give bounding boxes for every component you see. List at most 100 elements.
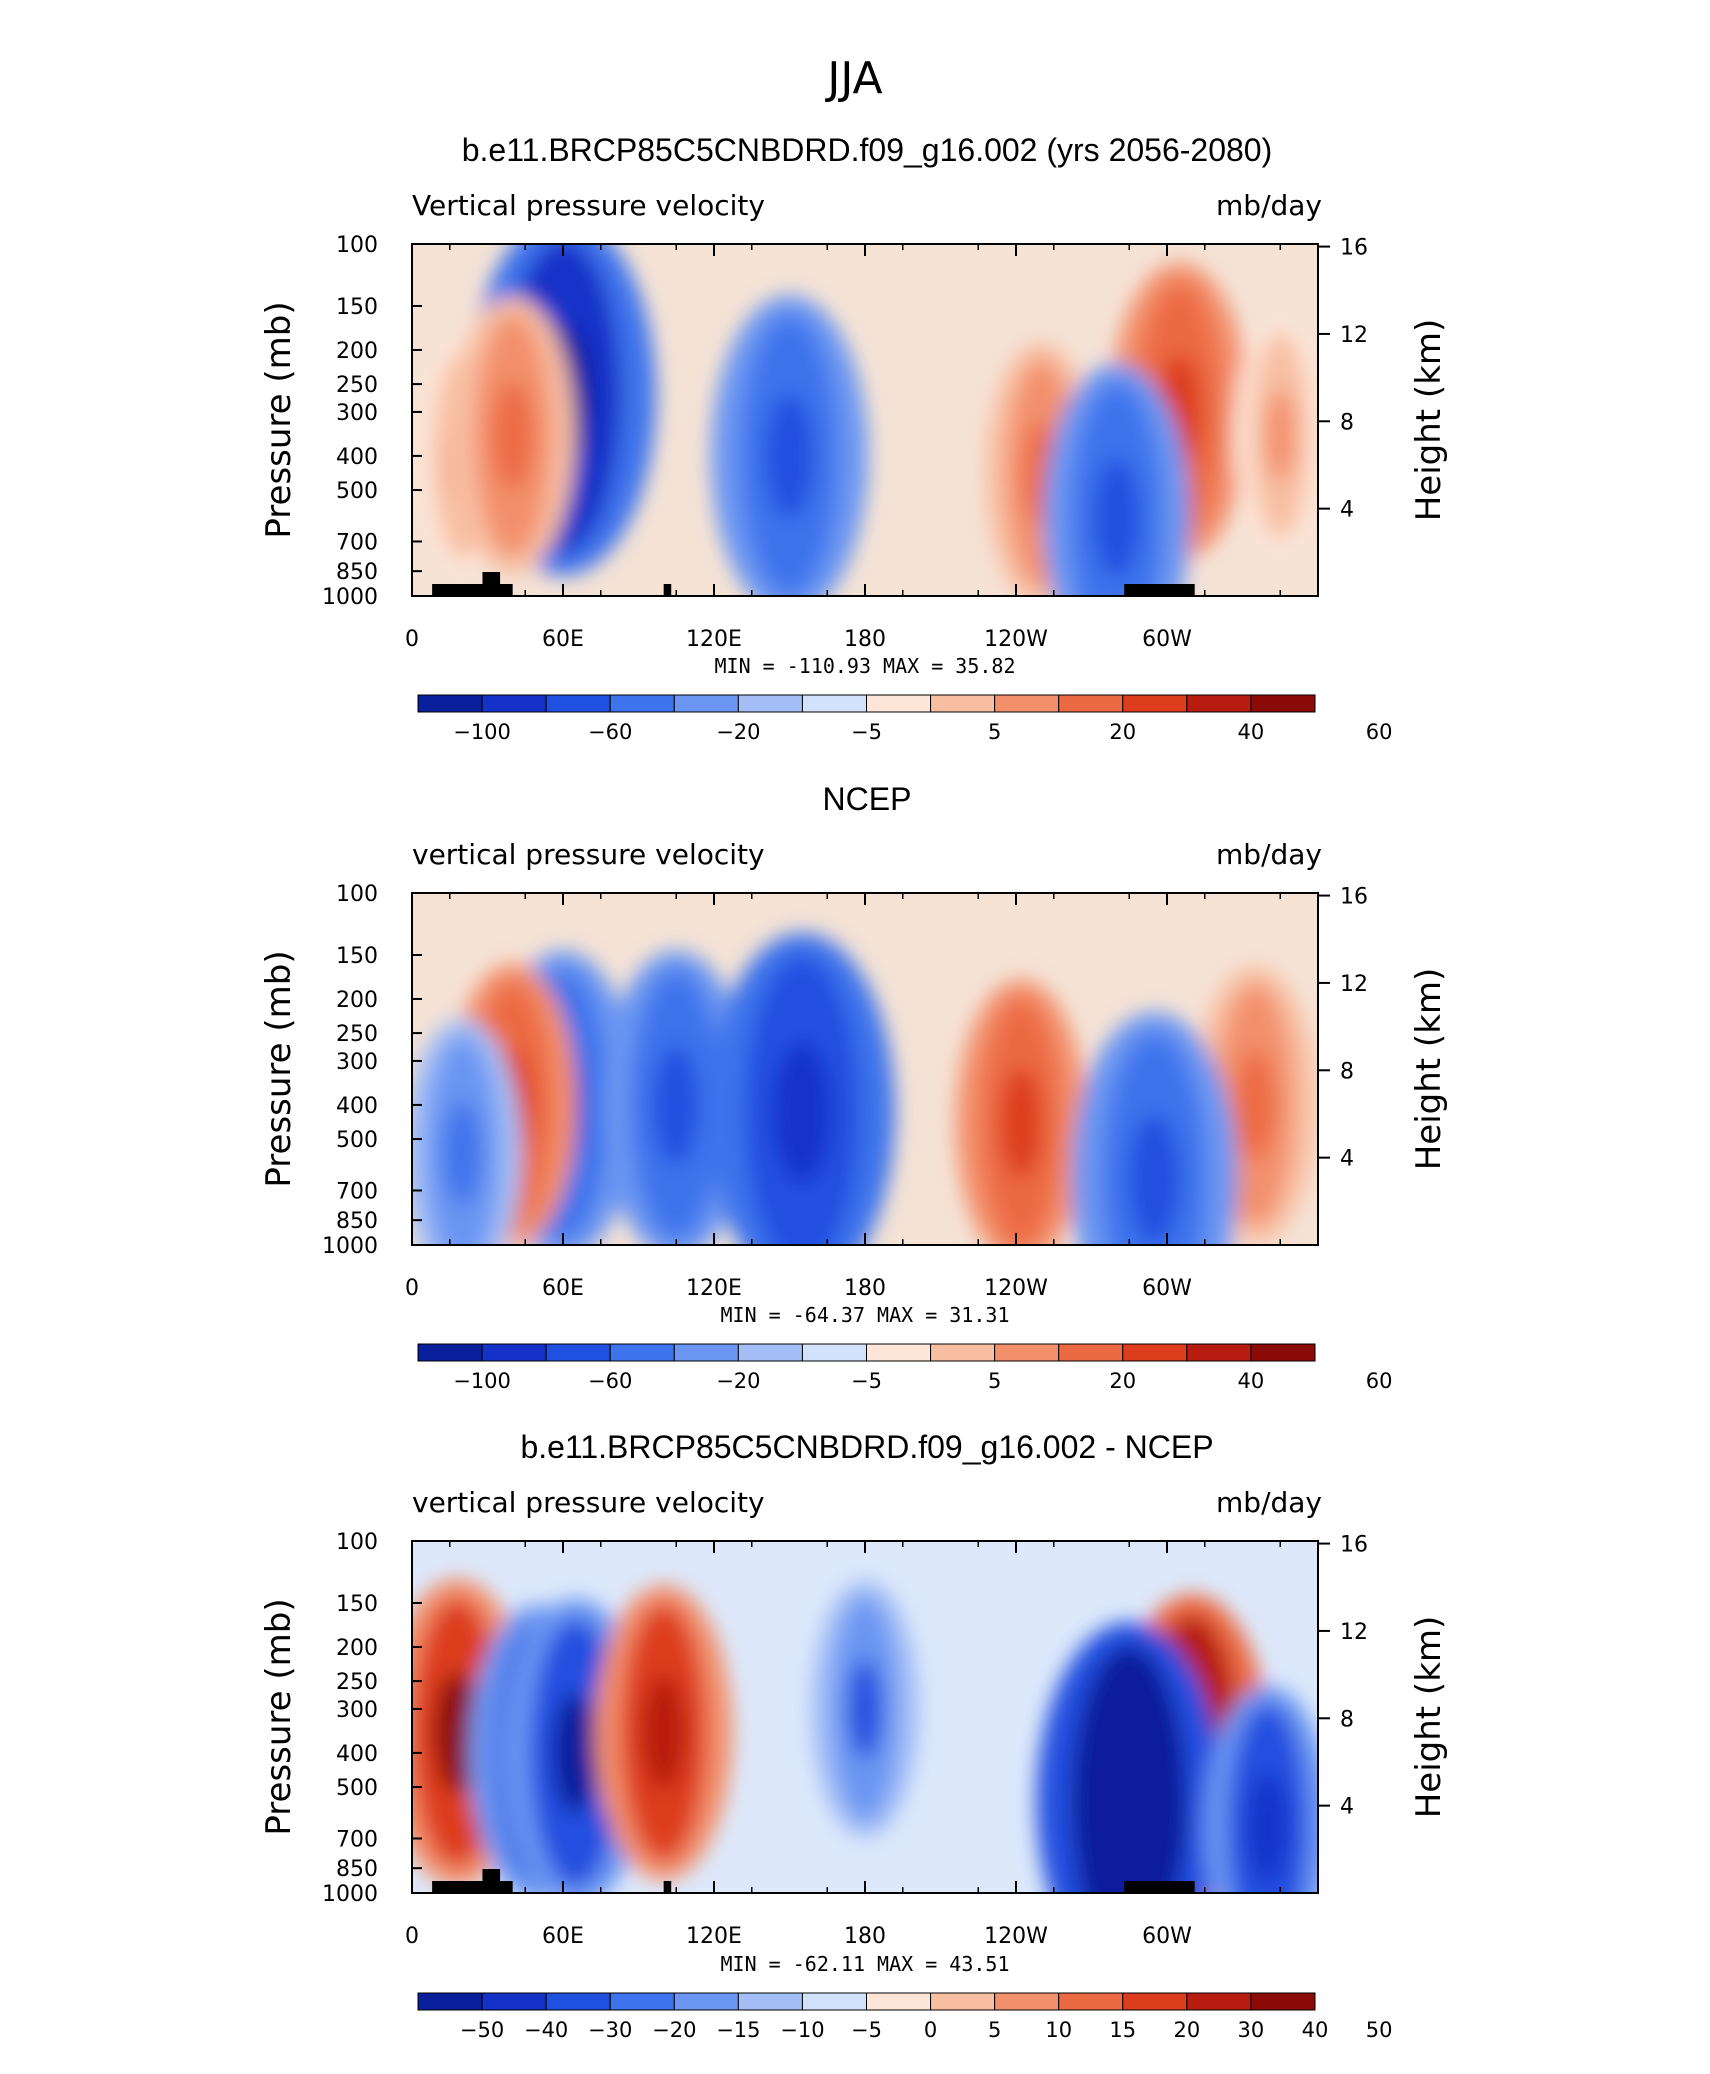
panel-3-title: b.e11.BRCP85C5CNBDRD.f09_g16.002 - NCEP	[520, 1429, 1213, 1465]
panel-2-title: NCEP	[823, 781, 912, 817]
panel-2-stats: MIN = -64.37 MAX = 31.31	[721, 1303, 1010, 1327]
lon-tick-label: 60W	[1142, 1924, 1192, 1949]
colorbar-segment	[417, 694, 483, 713]
height-tick-label: 12	[1340, 972, 1368, 997]
colorbar-segment	[930, 1343, 996, 1362]
pressure-tick-label: 100	[336, 1530, 378, 1555]
panel-3-units-label: mb/day	[1216, 1486, 1322, 1519]
colorbar-segment	[1058, 1992, 1124, 2011]
lon-tick-label: 120E	[686, 1924, 742, 1949]
colorbar-segment	[801, 694, 868, 713]
pressure-tick-label: 200	[336, 988, 378, 1013]
colorbar-label: 15	[1109, 2018, 1136, 2042]
pressure-tick-label: 150	[336, 1592, 378, 1617]
topography-island	[663, 1881, 672, 1893]
colorbar-segment	[1250, 1992, 1316, 2011]
colorbar-segment	[866, 1992, 932, 2011]
data-field-core	[773, 1042, 832, 1183]
colorbar-segment	[1250, 1343, 1316, 1362]
colorbar-label: 30	[1238, 2018, 1265, 2042]
data-field-core	[443, 1100, 481, 1207]
panel-1-stats: MIN = -110.93 MAX = 35.82	[714, 654, 1015, 678]
pressure-tick-label: 300	[336, 1698, 378, 1723]
colorbar-segment	[737, 1343, 803, 1362]
colorbar-segment	[737, 694, 803, 713]
colorbar-segment	[609, 1992, 675, 2011]
colorbar-label: 20	[1173, 2018, 1200, 2042]
colorbar-label: −100	[453, 1369, 511, 1393]
pressure-tick-label: 250	[336, 1022, 378, 1047]
colorbar-segment	[417, 1992, 483, 2011]
colorbar-segment	[930, 1992, 996, 2011]
height-tick-label: 12	[1340, 323, 1368, 348]
colorbar-segment	[417, 1343, 483, 1362]
data-field-core	[434, 1672, 481, 1793]
colorbar-label: 10	[1045, 2018, 1072, 2042]
data-field-core	[493, 381, 533, 490]
data-field-core	[552, 1692, 599, 1814]
panel-2-variable-label: vertical pressure velocity	[412, 838, 765, 871]
colorbar-segment	[1250, 694, 1316, 713]
colorbar-segment	[545, 1343, 611, 1362]
data-field-core	[848, 1658, 882, 1760]
colorbar-label: 40	[1238, 1369, 1265, 1393]
colorbar-segment	[1186, 1343, 1252, 1362]
colorbar-label: 60	[1366, 1369, 1393, 1393]
pressure-tick-label: 250	[336, 373, 378, 398]
colorbar-label: −15	[716, 2018, 760, 2042]
data-field-core	[1093, 457, 1140, 579]
pressure-tick-label: 300	[336, 1050, 378, 1075]
pressure-tick-label: 500	[336, 1128, 378, 1153]
panel-3-colorbar: −50 −40 −30 −20 −15 −10 −5 0 5 10 15 20 30 40 50	[417, 1992, 1392, 2042]
lon-tick-label: 120E	[686, 1276, 742, 1301]
colorbar-segment	[1122, 1343, 1188, 1362]
pressure-tick-label: 700	[336, 1179, 378, 1204]
colorbar-label: −20	[716, 720, 760, 744]
lon-tick-label: 180	[844, 627, 886, 652]
colorbar-segment	[994, 1992, 1060, 2011]
colorbar-segment	[673, 694, 739, 713]
lon-tick-label: 120W	[984, 627, 1048, 652]
colorbar-segment	[737, 1992, 803, 2011]
pressure-tick-label: 1000	[322, 1234, 378, 1259]
pressure-tick-label: 100	[336, 233, 378, 258]
height-tick-label: 4	[1340, 1147, 1354, 1172]
topography-africa	[432, 584, 513, 596]
lon-tick-label: 0	[405, 627, 419, 652]
pressure-tick-label: 850	[336, 1209, 378, 1234]
pressure-tick-label: 400	[336, 1742, 378, 1767]
topography-africa-peak	[482, 1869, 501, 1881]
pressure-tick-label: 200	[336, 339, 378, 364]
data-field-core	[1235, 1050, 1275, 1160]
colorbar-label: 20	[1109, 720, 1136, 744]
data-field-core	[1265, 389, 1295, 482]
colorbar-label: −50	[460, 2018, 504, 2042]
lon-tick-label: 180	[844, 1924, 886, 1949]
colorbar-label: 40	[1302, 2018, 1329, 2042]
colorbar-label: 5	[988, 720, 1001, 744]
panel-3-variable-label: vertical pressure velocity	[412, 1486, 765, 1519]
pressure-tick-label: 500	[336, 479, 378, 504]
lon-tick-label: 0	[405, 1276, 419, 1301]
colorbar-segment	[1058, 694, 1124, 713]
panel-1-variable-label: Vertical pressure velocity	[412, 189, 765, 222]
colorbar-segment	[1058, 1343, 1124, 1362]
topography-south-america	[1124, 584, 1195, 596]
colorbar-segment	[1122, 694, 1188, 713]
colorbar-label: −5	[851, 720, 882, 744]
lon-tick-label: 120W	[984, 1924, 1048, 1949]
panel-2-ylabel-right: Height (km)	[1409, 968, 1449, 1171]
pressure-tick-label: 1000	[322, 585, 378, 610]
lon-tick-label: 60E	[542, 1276, 584, 1301]
lon-tick-label: 60E	[542, 627, 584, 652]
colorbar-label: −60	[588, 720, 632, 744]
pressure-tick-label: 400	[336, 1094, 378, 1119]
panel-1-ylabel: Pressure (mb)	[259, 301, 299, 538]
colorbar-segment	[481, 1992, 547, 2011]
data-field-core	[1100, 1731, 1159, 1872]
colorbar-label: −60	[588, 1369, 632, 1393]
pressure-tick-label: 850	[336, 1857, 378, 1882]
lon-tick-label: 60W	[1142, 627, 1192, 652]
